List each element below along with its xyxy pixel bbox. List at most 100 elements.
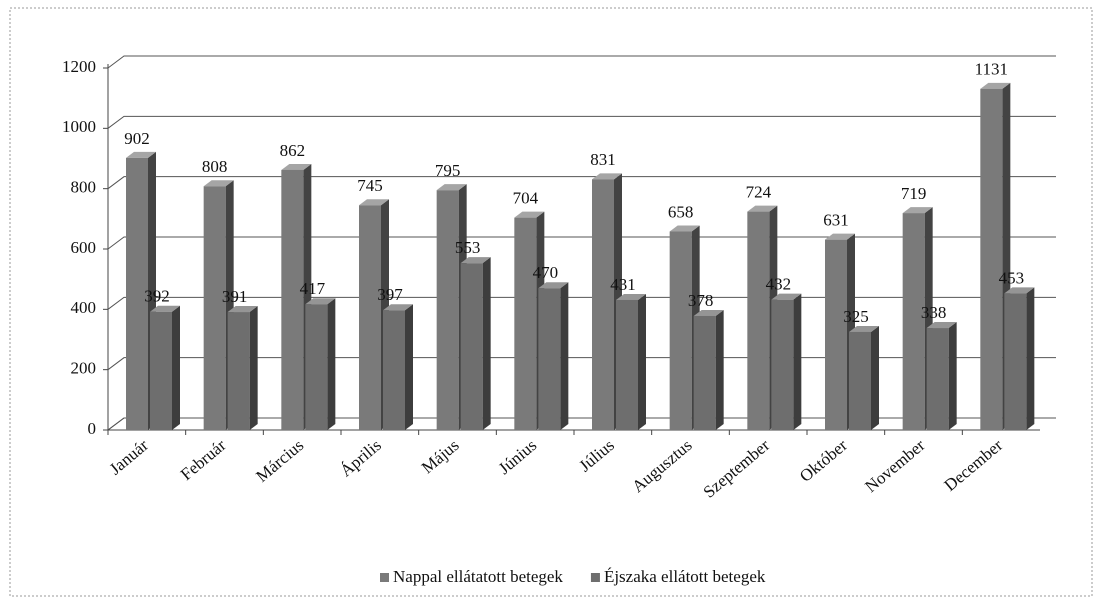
data-label: 432 <box>766 275 792 294</box>
data-label: 808 <box>202 157 228 176</box>
data-label: 338 <box>921 303 947 322</box>
bar-front <box>281 169 304 431</box>
y-tick-label: 600 <box>71 238 97 257</box>
bar-side <box>793 293 802 430</box>
bar-front <box>514 217 537 430</box>
data-label: 631 <box>823 211 849 230</box>
data-label: 325 <box>843 307 869 326</box>
grid-line <box>107 236 1056 250</box>
bar-front <box>849 331 871 430</box>
bar-top <box>771 293 802 300</box>
bar-side <box>560 282 569 430</box>
data-label: 724 <box>746 182 772 201</box>
bar <box>849 325 879 430</box>
bar-top <box>436 184 467 191</box>
bar-front <box>902 213 925 430</box>
data-label: 745 <box>357 176 383 195</box>
bar-front <box>747 211 770 430</box>
bar-top <box>514 211 545 218</box>
bar <box>150 305 180 430</box>
bar-front <box>383 310 405 430</box>
data-label: 378 <box>688 291 714 310</box>
bar-top <box>227 306 258 313</box>
legend-label: Éjszaka ellátott betegek <box>604 567 766 586</box>
y-tick-label: 800 <box>71 178 97 197</box>
legend-swatch <box>590 573 600 582</box>
grid-line <box>107 55 1056 69</box>
y-tick-label: 1000 <box>62 117 96 136</box>
bar <box>771 293 802 430</box>
bar-front <box>669 231 692 430</box>
bar-top <box>150 305 180 312</box>
bar-top <box>203 180 234 187</box>
bar-top <box>980 82 1011 89</box>
data-label: 392 <box>144 287 170 306</box>
data-label: 795 <box>435 161 461 180</box>
bar <box>305 298 336 430</box>
data-label: 831 <box>590 150 616 169</box>
bar <box>460 257 491 430</box>
bar-top <box>305 298 336 305</box>
data-label: 397 <box>377 285 403 304</box>
data-label: 453 <box>999 268 1025 287</box>
bar-top <box>281 163 312 170</box>
bar <box>538 282 569 430</box>
bar-side <box>327 298 336 430</box>
grid-line <box>107 176 1056 190</box>
bar-front <box>693 315 716 430</box>
data-label: 1131 <box>975 60 1008 79</box>
bar <box>383 304 413 430</box>
bar-side <box>405 304 413 430</box>
bar-top <box>126 151 156 158</box>
grid-line <box>107 115 1056 129</box>
bar-front <box>460 263 483 430</box>
bar-side <box>638 293 646 430</box>
bar <box>926 322 957 430</box>
bar-top <box>926 322 957 329</box>
bar-top <box>825 233 855 240</box>
y-tick-label: 400 <box>71 298 97 317</box>
data-label: 862 <box>280 141 306 160</box>
data-label: 470 <box>533 263 559 282</box>
bar <box>616 293 646 430</box>
grid-line <box>107 296 1056 310</box>
bar-front <box>150 311 172 430</box>
data-label: 417 <box>300 279 326 298</box>
y-tick-label: 200 <box>71 359 97 378</box>
bar-front <box>203 186 226 430</box>
legend-swatch <box>380 573 389 582</box>
bar-top <box>616 293 646 300</box>
bar-top <box>592 173 622 180</box>
data-label: 391 <box>222 287 248 306</box>
bar-front <box>359 205 381 430</box>
bar-top <box>538 282 569 289</box>
legend-label: Nappal ellátatott betegek <box>393 567 563 586</box>
bar-front <box>616 299 638 430</box>
grid-line <box>107 357 1056 371</box>
bar-top <box>1004 287 1035 294</box>
grid-line <box>107 417 1056 431</box>
data-label: 431 <box>610 275 636 294</box>
bar <box>693 309 724 430</box>
data-label: 902 <box>124 129 150 148</box>
bar-top <box>383 304 413 311</box>
data-label: 658 <box>668 202 694 221</box>
bar-side <box>249 306 258 430</box>
bar-front <box>771 299 794 430</box>
bar <box>1004 287 1035 430</box>
bar-front <box>926 328 949 430</box>
bar-top <box>747 205 778 212</box>
bar-top <box>359 199 389 206</box>
bar-side <box>482 257 491 430</box>
y-tick-label: 0 <box>88 419 97 438</box>
bar <box>227 306 258 430</box>
data-label: 553 <box>455 238 481 257</box>
bar-side <box>948 322 957 430</box>
bar-side <box>715 309 724 430</box>
y-tick-label: 1200 <box>62 57 96 76</box>
bar-side <box>871 325 879 430</box>
bar-front <box>538 288 561 430</box>
bar-front <box>126 157 148 430</box>
